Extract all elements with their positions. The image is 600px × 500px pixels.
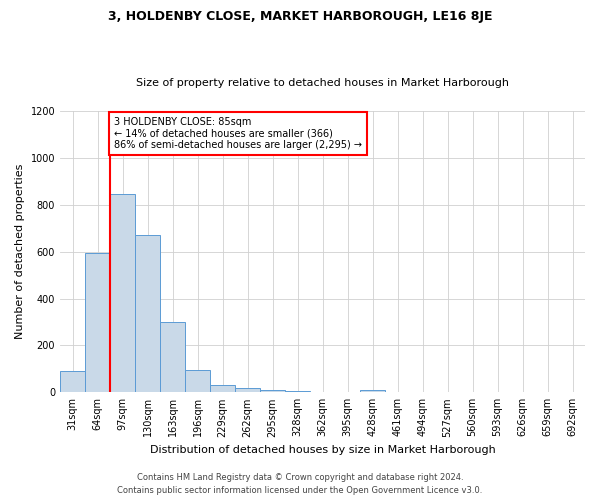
Bar <box>360 390 385 392</box>
Bar <box>85 253 110 392</box>
Text: Contains HM Land Registry data © Crown copyright and database right 2024.
Contai: Contains HM Land Registry data © Crown c… <box>118 474 482 495</box>
Bar <box>210 386 235 392</box>
Bar <box>185 370 210 392</box>
Bar <box>160 322 185 392</box>
Text: 3, HOLDENBY CLOSE, MARKET HARBOROUGH, LE16 8JE: 3, HOLDENBY CLOSE, MARKET HARBOROUGH, LE… <box>108 10 492 23</box>
Bar <box>260 390 285 392</box>
Bar <box>135 235 160 392</box>
Bar <box>110 194 135 392</box>
X-axis label: Distribution of detached houses by size in Market Harborough: Distribution of detached houses by size … <box>149 445 496 455</box>
Bar <box>60 371 85 392</box>
Bar <box>235 388 260 392</box>
Bar <box>285 391 310 392</box>
Text: 3 HOLDENBY CLOSE: 85sqm
← 14% of detached houses are smaller (366)
86% of semi-d: 3 HOLDENBY CLOSE: 85sqm ← 14% of detache… <box>114 117 362 150</box>
Y-axis label: Number of detached properties: Number of detached properties <box>15 164 25 340</box>
Title: Size of property relative to detached houses in Market Harborough: Size of property relative to detached ho… <box>136 78 509 88</box>
